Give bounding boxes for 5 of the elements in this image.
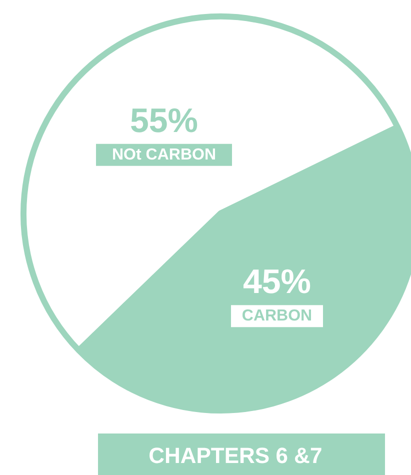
- text: CHAPTERS 6 &7: [148, 443, 322, 468]
- data-label: 45%: [242, 263, 312, 302]
- data-label: 55%: [130, 102, 198, 140]
- slice-label: NOt CARBON: [112, 146, 216, 164]
- slice-label: CARBON: [242, 308, 312, 325]
